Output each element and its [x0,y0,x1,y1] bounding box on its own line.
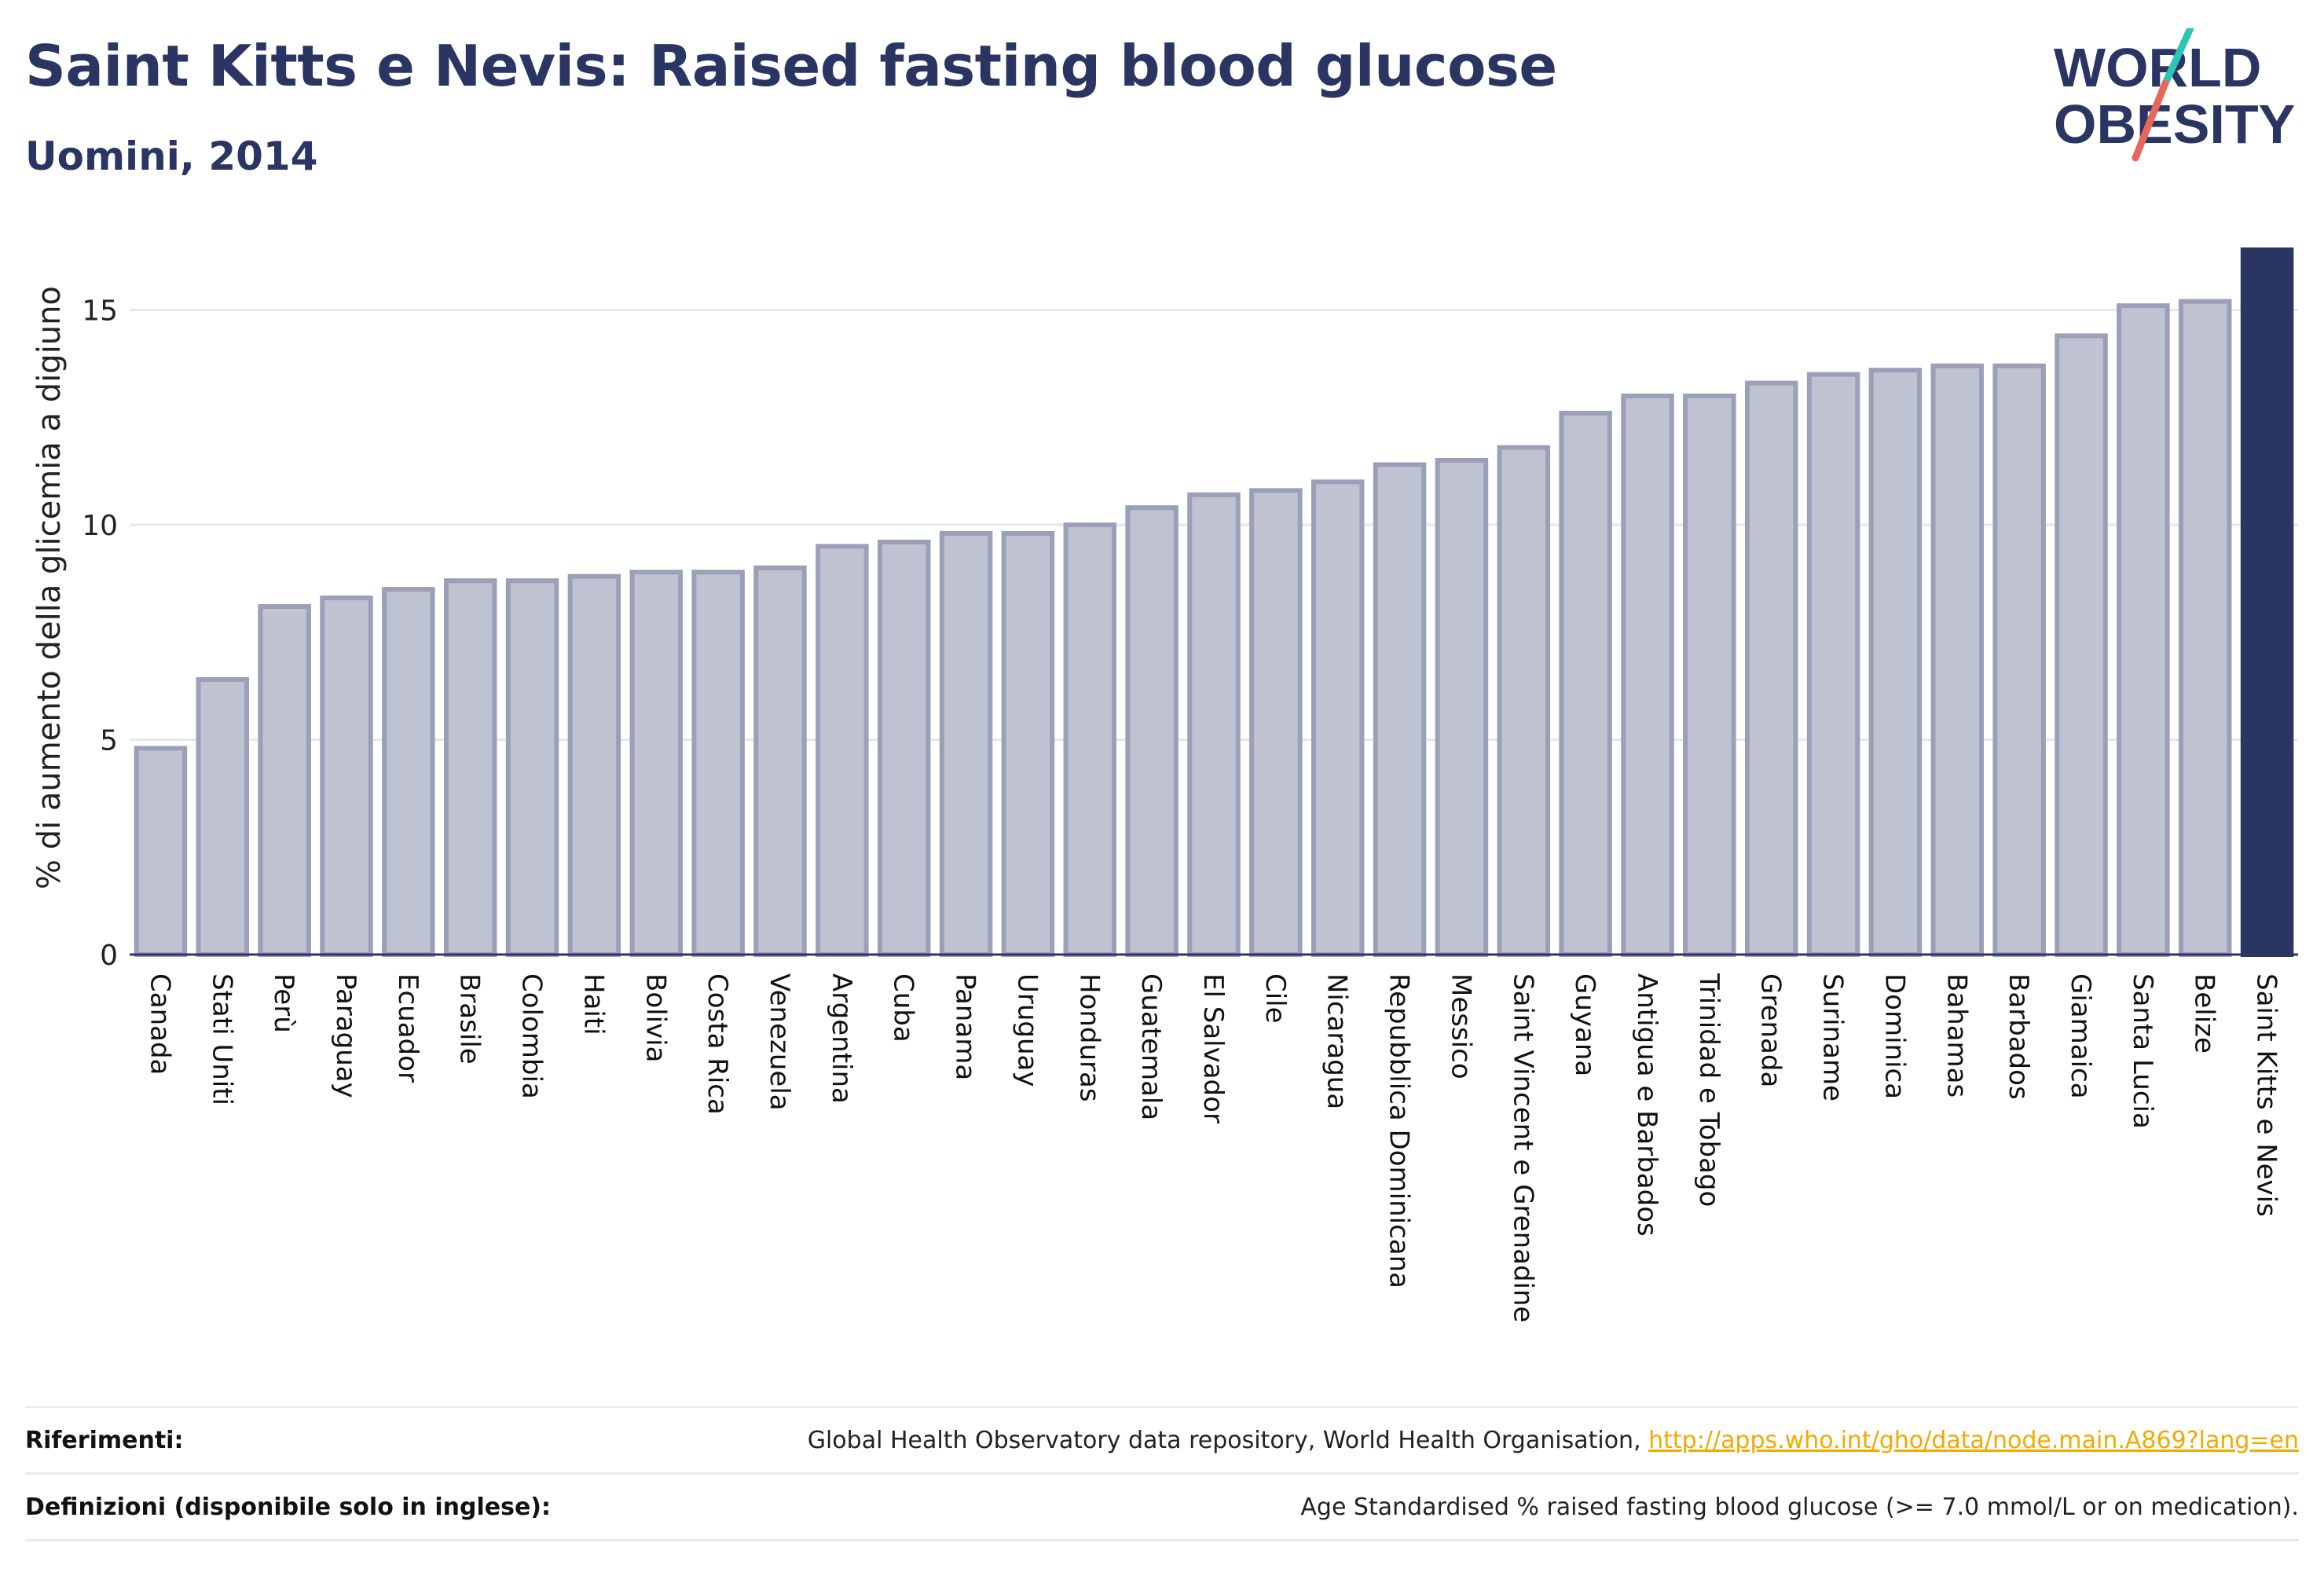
bar [2055,333,2108,957]
x-tick-label: Venezuela [764,973,795,1111]
bar [1373,462,1427,957]
references-link[interactable]: http://apps.who.int/gho/data/node.main.A… [1648,1426,2299,1454]
logo-slash-red [2132,79,2169,162]
x-tick-label: Bahamas [1941,973,1972,1098]
logo-text-world: WORLD [2054,37,2261,98]
x-tick-label: Nicaragua [1321,973,1353,1109]
bar [691,570,745,958]
bar [196,676,250,957]
bar [1806,372,1860,957]
x-tick-label: Argentina [826,973,857,1104]
x-tick-label: Haiti [577,973,609,1035]
x-tick-label: Trinidad e Tobago [1693,973,1725,1207]
bar [753,565,807,957]
bar [1001,530,1055,957]
x-tick-label: Santa Lucia [2127,973,2158,1129]
x-tick-label: Uruguay [1011,973,1043,1087]
bar [1683,393,1736,957]
x-tick-label: Canada [144,973,175,1075]
footer: Riferimenti: Global Health Observatory d… [25,1406,2299,1541]
bar [1744,380,1798,957]
bar [1249,488,1303,957]
bar [258,603,311,957]
references-label: Riferimenti: [25,1426,184,1454]
bar [382,587,435,958]
bar [134,746,188,958]
y-tick-label: 10 [82,510,118,542]
definitions-label: Definizioni (disponibile solo in inglese… [25,1493,551,1521]
bar [1187,492,1241,957]
definitions-text: Age Standardised % raised fasting blood … [1300,1493,2299,1521]
bar [1125,505,1178,957]
x-tick-label: Dominica [1879,973,1910,1099]
bar-chart: 0 5 10 15 Canada Stati Uniti Perù Paraguay Ecua… [31,247,2298,1322]
bar [505,578,559,958]
bar [1310,479,1365,957]
x-tick-label: Repubblica Dominicana [1384,973,1415,1288]
bar [2178,299,2232,957]
x-tick-label: Paraguay [330,973,361,1098]
chart-title: Saint Kitts e Nevis: Raised fasting bloo… [25,33,1557,99]
x-tick-label: Saint Kitts e Nevis [2251,973,2282,1217]
logo-slash-teal [2161,28,2194,87]
x-tick-label: Grenada [1755,973,1787,1087]
bar [1930,363,1985,957]
chart-subtitle: Uomini, 2014 [25,134,318,179]
bar [816,544,869,957]
references-text: Global Health Observatory data repositor… [807,1426,1649,1454]
bars [134,247,2294,958]
x-tick-label: Suriname [1817,973,1849,1101]
y-tick-label: 5 [100,725,118,757]
bar-highlight [2240,247,2294,957]
x-tick-label: Honduras [1073,973,1105,1102]
bar [877,539,931,957]
bar [567,574,621,957]
x-tick-label: Stati Uniti [206,973,237,1105]
bar [1435,458,1489,957]
bar [2117,303,2170,958]
bar [1497,445,1551,957]
references-row: Riferimenti: Global Health Observatory d… [25,1408,2299,1475]
x-tick-label: Ecuador [392,973,423,1083]
x-tick-labels: Canada Stati Uniti Perù Paraguay Ecuador Bras… [144,973,2282,1322]
x-tick-label: Barbados [2003,973,2034,1100]
x-tick-label: Antigua e Barbados [1631,973,1662,1237]
definitions-row: Definizioni (disponibile solo in inglese… [25,1475,2299,1541]
bar [1063,522,1117,957]
bar [320,596,373,958]
x-tick-label: Colombia [516,973,548,1099]
x-tick-label: Panama [950,973,981,1080]
x-tick-label: Giamaica [2065,973,2096,1099]
world-obesity-logo: WORLD OBESITY [2054,28,2295,162]
bar [443,578,497,958]
y-tick-label: 0 [100,940,118,972]
x-tick-label: Cuba [888,973,919,1043]
x-tick-label: Belize [2189,973,2220,1054]
bar [1621,393,1674,957]
logo-text-obesity: OBESITY [2054,93,2295,155]
bar [1559,410,1612,957]
x-tick-label: Bolivia [640,973,671,1062]
bar [939,530,993,957]
bar [1868,368,1923,957]
x-tick-label: Cile [1259,973,1291,1024]
bar [629,570,684,958]
x-tick-label: Guatemala [1135,973,1167,1120]
bar [1992,363,2046,957]
x-tick-label: Costa Rica [702,973,733,1115]
x-tick-label: Saint Vincent e Grenadine [1507,973,1538,1322]
y-tick-labels: 0 5 10 15 [82,295,118,972]
x-tick-label: Messico [1445,973,1476,1079]
references-value: Global Health Observatory data repositor… [808,1427,2299,1454]
y-tick-label: 15 [82,295,118,328]
x-tick-label: Guyana [1569,973,1600,1076]
x-tick-label: Brasile [454,973,486,1065]
x-tick-label: Perù [268,973,299,1033]
x-tick-label: El Salvador [1197,973,1229,1123]
y-axis-label: % di aumento della glicemia a digiuno [31,286,68,889]
